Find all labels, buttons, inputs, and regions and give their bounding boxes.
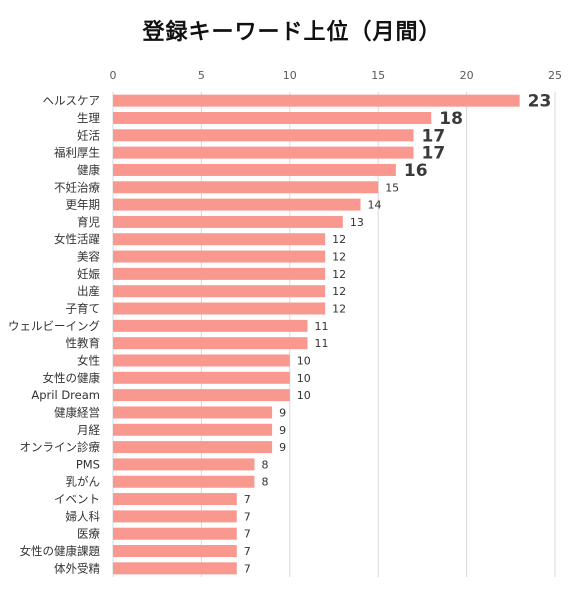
bar	[113, 285, 326, 298]
data-label: 17	[422, 126, 446, 146]
data-label: 12	[332, 303, 346, 316]
category-label: 妊娠	[77, 267, 100, 281]
data-label: 9	[279, 424, 286, 437]
bar	[113, 302, 326, 315]
bar	[113, 267, 326, 280]
data-label: 11	[314, 320, 328, 333]
data-label: 7	[244, 510, 251, 523]
bar	[113, 129, 414, 142]
bar	[113, 458, 255, 471]
category-label: 妊活	[77, 128, 100, 142]
bar	[113, 527, 237, 540]
category-label: 子育て	[66, 302, 101, 316]
data-label: 14	[368, 199, 382, 212]
bar	[113, 441, 273, 454]
category-label: April Dream	[31, 388, 100, 402]
bar	[113, 319, 308, 332]
bar	[113, 163, 396, 176]
category-label: 健康経営	[54, 405, 100, 419]
data-label: 7	[244, 562, 251, 575]
data-label: 12	[332, 285, 346, 298]
bar	[113, 233, 326, 246]
category-label: 女性	[77, 353, 100, 367]
bar	[113, 250, 326, 263]
data-label: 7	[244, 545, 251, 558]
data-label: 18	[439, 109, 463, 129]
category-label: 体外受精	[54, 561, 100, 575]
bar	[113, 562, 237, 575]
bar	[113, 406, 273, 419]
bar	[113, 475, 255, 488]
data-label: 12	[332, 268, 346, 281]
data-label: 13	[350, 216, 364, 229]
category-label: 更年期	[66, 198, 101, 212]
data-label: 23	[528, 92, 552, 112]
data-label: 9	[279, 441, 286, 454]
category-label: 不妊治療	[54, 180, 100, 194]
x-tick-label: 15	[371, 69, 385, 82]
category-label: 医療	[77, 527, 100, 541]
data-label: 7	[244, 528, 251, 541]
category-label: 美容	[77, 250, 100, 264]
bar	[113, 94, 520, 107]
bar	[113, 389, 290, 402]
data-label: 8	[261, 458, 268, 471]
category-label: PMS	[76, 457, 100, 471]
bar	[113, 146, 414, 159]
bar	[113, 337, 308, 350]
data-label: 12	[332, 233, 346, 246]
category-label: ウェルビーイング	[8, 319, 100, 333]
data-label: 12	[332, 251, 346, 264]
category-label: 乳がん	[66, 475, 101, 489]
bar	[113, 111, 432, 124]
category-label: 女性の健康課題	[20, 544, 101, 558]
category-label: 性教育	[66, 336, 101, 350]
category-label: 婦人科	[66, 509, 101, 523]
category-label: 月経	[77, 423, 100, 437]
category-label: イベント	[54, 492, 100, 506]
x-tick-label: 20	[460, 69, 474, 82]
data-label: 9	[279, 406, 286, 419]
bar	[113, 181, 379, 194]
x-tick-label: 5	[198, 69, 205, 82]
data-label: 10	[297, 389, 311, 402]
data-label: 8	[261, 476, 268, 489]
category-label: 生理	[77, 111, 100, 125]
category-label: 福利厚生	[54, 146, 100, 160]
data-label: 10	[297, 372, 311, 385]
data-label: 16	[404, 161, 428, 181]
data-label: 17	[422, 144, 446, 164]
data-label: 7	[244, 493, 251, 506]
bar	[113, 354, 290, 367]
data-label: 11	[314, 337, 328, 350]
data-label: 10	[297, 354, 311, 367]
chart-title: 登録キーワード上位（月間）	[142, 20, 442, 45]
bar	[113, 545, 237, 558]
bar	[113, 510, 237, 523]
x-tick-label: 25	[548, 69, 562, 82]
bar	[113, 198, 361, 211]
category-label: 女性活躍	[54, 232, 100, 246]
category-label: オンライン診療	[20, 440, 101, 454]
bar	[113, 493, 237, 506]
data-label: 15	[385, 181, 399, 194]
category-label: 出産	[77, 284, 100, 298]
bar	[113, 371, 290, 384]
x-tick-label: 10	[283, 69, 297, 82]
category-label: 育児	[77, 215, 100, 229]
bar	[113, 423, 273, 436]
x-tick-label: 0	[110, 69, 117, 82]
category-label: 健康	[77, 163, 100, 177]
category-label: 女性の健康	[43, 371, 101, 385]
bar	[113, 215, 343, 228]
category-label: ヘルスケア	[43, 94, 101, 108]
